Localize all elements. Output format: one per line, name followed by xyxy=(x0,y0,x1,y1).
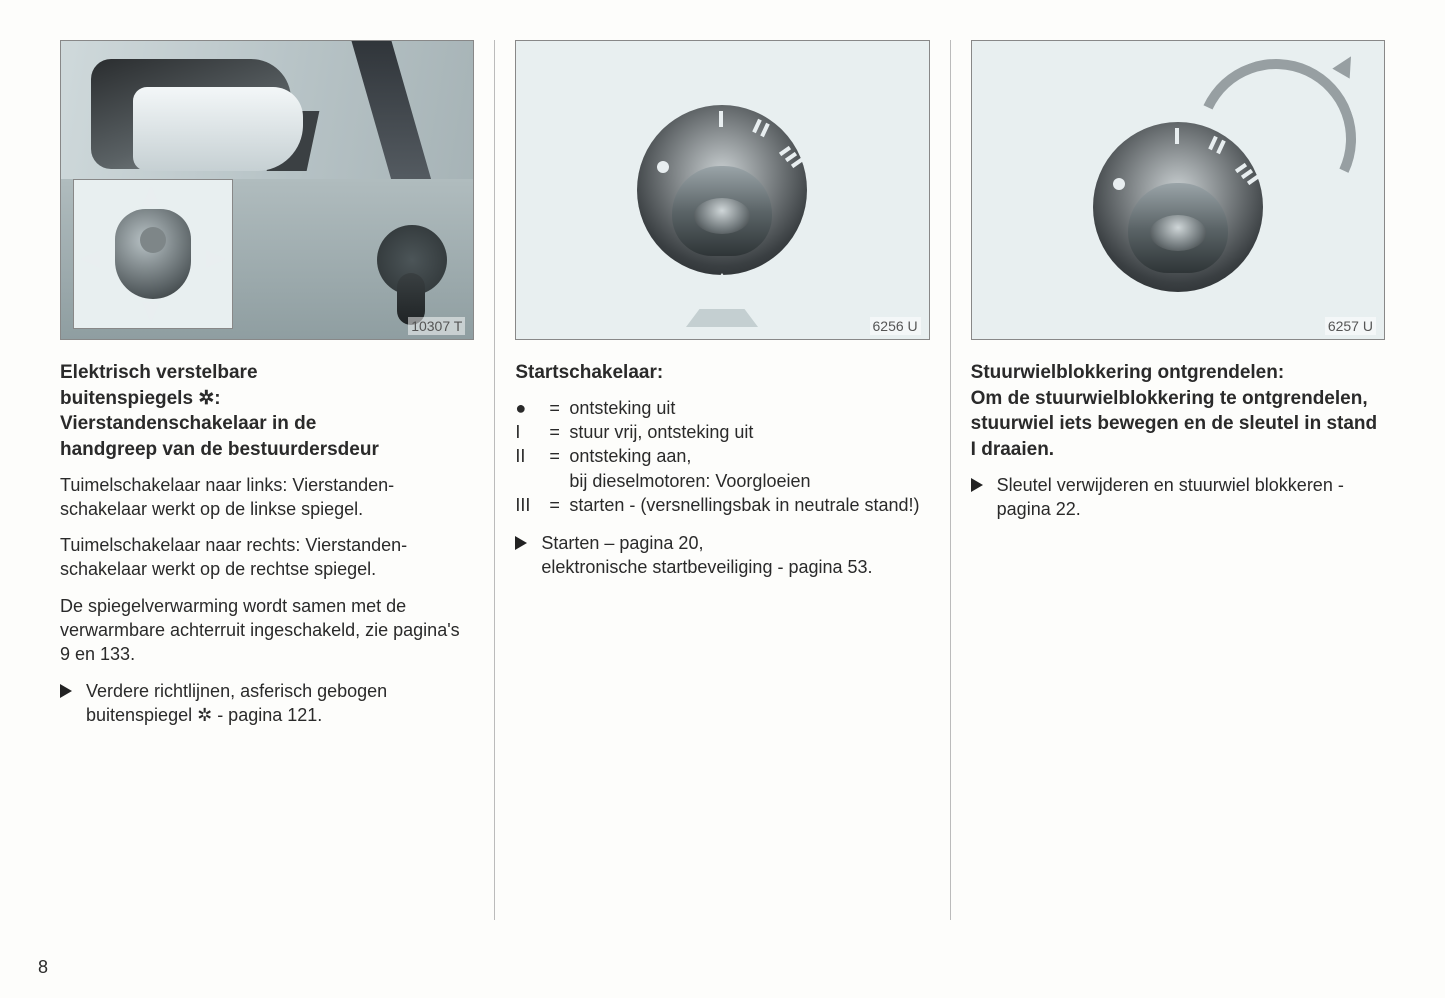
h-l4: handgreep van de bestuurdersdeur xyxy=(60,439,379,460)
triangle-bullet-icon xyxy=(971,478,983,492)
col2-b1-text: Starten – pagina 20, elektronische start… xyxy=(541,531,872,580)
sym: III xyxy=(515,493,549,517)
h-l2a: buitenspiegels xyxy=(60,388,198,409)
key-button xyxy=(694,198,750,234)
figure-label: 6257 U xyxy=(1325,317,1376,335)
ign-row-0: ● = ontsteking uit xyxy=(515,396,929,420)
col3-bullet-1: Sleutel verwijderen en stuurwiel blokker… xyxy=(971,473,1385,522)
ign-row-3: III = starten - (versnellingsbak in neut… xyxy=(515,493,929,517)
eq: = xyxy=(549,493,569,517)
ignition-key xyxy=(672,136,772,256)
col1-p2: Tuimelschakelaar naar rechts: Vierstande… xyxy=(60,533,474,582)
h-l1: Elektrisch verstelbare xyxy=(60,362,258,383)
col1-bullet-1: Verdere richtlijnen, asferisch gebogen b… xyxy=(60,679,474,728)
tick-I xyxy=(719,111,723,127)
txt: ontsteking aan, bij dieselmotoren: Voorg… xyxy=(569,444,929,493)
arrow-down-icon xyxy=(142,302,160,322)
triangle-bullet-icon xyxy=(515,536,527,550)
arrow-up-icon xyxy=(686,279,758,327)
arrow-left-icon xyxy=(80,250,100,268)
triangle-bullet-icon xyxy=(60,684,72,698)
col1-b1-text: Verdere richtlijnen, asferisch gebogen b… xyxy=(86,679,474,728)
txt: ontsteking uit xyxy=(569,396,929,420)
option-star-icon: ✲ xyxy=(197,705,212,725)
ign-row-1: I = stuur vrij, ontsteking uit xyxy=(515,420,929,444)
figure-label: 10307 T xyxy=(408,317,465,335)
eq: = xyxy=(549,444,569,493)
four-way-knob xyxy=(115,209,191,299)
col2-bullet-1: Starten – pagina 20, elektronische start… xyxy=(515,531,929,580)
col3-b1-text: Sleutel verwijderen en stuurwiel blokker… xyxy=(997,473,1385,522)
column-3: 6257 U Stuurwielblokkering ontgrendelen:… xyxy=(951,40,1405,920)
col2-heading: Startschakelaar: xyxy=(515,360,929,386)
tick-I xyxy=(1175,128,1179,144)
tick-dot xyxy=(1113,178,1125,190)
key-button xyxy=(1150,215,1206,251)
h-l3: Vierstandenschakelaar in de xyxy=(60,413,316,434)
figure-mirror: 10307 T xyxy=(60,40,474,340)
tick-dot xyxy=(657,161,669,173)
col1-p3: De spiegelverwarming wordt samen met de … xyxy=(60,594,474,667)
column-1: 10307 T Elektrisch verstelbare buitenspi… xyxy=(40,40,495,920)
key-head xyxy=(672,166,772,256)
arrow-right-icon xyxy=(206,250,226,268)
ignition-switch xyxy=(637,105,807,275)
figure-ignition-turn: 6257 U xyxy=(971,40,1385,340)
mirror-housing xyxy=(91,59,291,169)
ign-row-2: II = ontsteking aan, bij dieselmotoren: … xyxy=(515,444,929,493)
key-head xyxy=(1128,183,1228,273)
h-l2b: : xyxy=(214,388,220,409)
sym: ● xyxy=(515,396,549,420)
mirror-glass xyxy=(133,87,303,171)
arrow-up-icon xyxy=(142,186,160,206)
eq: = xyxy=(549,420,569,444)
figure-ignition-insert: 6256 U xyxy=(515,40,929,340)
sym: II xyxy=(515,444,549,493)
inset-control xyxy=(73,179,233,329)
sym: I xyxy=(515,420,549,444)
col1-p1: Tuimelschakelaar naar links: Vierstanden… xyxy=(60,473,474,522)
ignition-positions: ● = ontsteking uit I = stuur vrij, ontst… xyxy=(515,396,929,517)
txt: starten - (versnellingsbak in neutrale s… xyxy=(569,493,929,517)
arrow-turn-head-icon xyxy=(1332,51,1359,78)
page-number: 8 xyxy=(38,957,48,978)
b1b: - pagina 121. xyxy=(212,705,322,725)
figure-label: 6256 U xyxy=(870,317,921,335)
page-columns: 10307 T Elektrisch verstelbare buitenspi… xyxy=(40,40,1405,920)
column-2: 6256 U Startschakelaar: ● = ontsteking u… xyxy=(495,40,950,920)
txt: stuur vrij, ontsteking uit xyxy=(569,420,929,444)
eq: = xyxy=(549,396,569,420)
col3-heading: Stuurwielblokkering ontgrendelen: Om de … xyxy=(971,360,1385,463)
option-star-icon: ✲ xyxy=(198,388,214,409)
col1-heading: Elektrisch verstelbare buitenspiegels ✲:… xyxy=(60,360,474,463)
